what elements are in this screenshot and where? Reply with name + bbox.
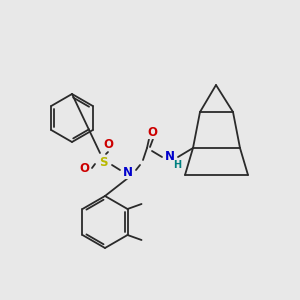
Text: H: H xyxy=(173,160,181,170)
Text: O: O xyxy=(103,137,113,151)
Text: N: N xyxy=(123,166,133,178)
Text: S: S xyxy=(99,155,107,169)
Text: N: N xyxy=(165,151,175,164)
Text: O: O xyxy=(79,161,89,175)
Text: O: O xyxy=(147,125,157,139)
